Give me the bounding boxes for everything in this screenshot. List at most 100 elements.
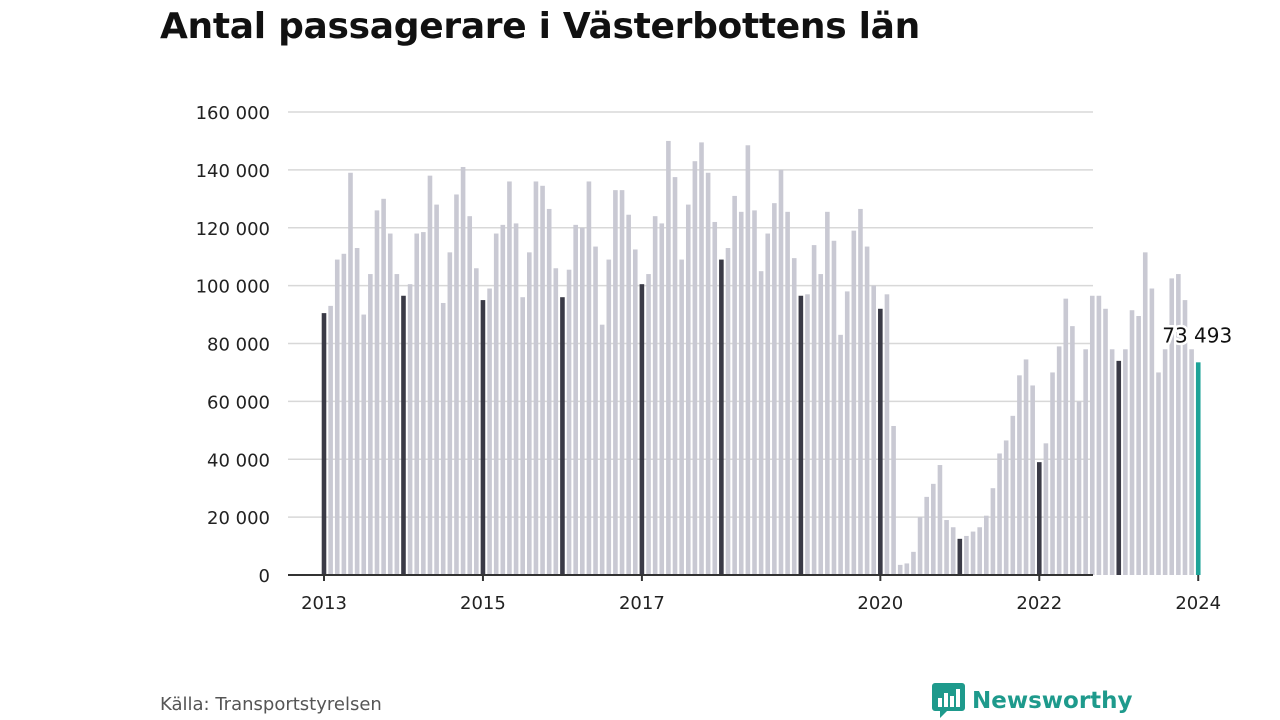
bar-2016-01 <box>560 297 565 575</box>
y-tick-label: 60 000 <box>207 392 270 413</box>
bar-2021-03 <box>970 531 976 575</box>
bar-2016-11 <box>626 214 631 576</box>
source-note: Källa: Transportstyrelsen <box>160 694 382 715</box>
bar-2015-10 <box>540 185 545 576</box>
bar-2017-07 <box>679 259 684 575</box>
bar-2019-03 <box>811 245 817 576</box>
x-tick-label: 2017 <box>619 593 665 614</box>
bar-2014-02 <box>407 284 413 575</box>
bar-2022-02 <box>1043 443 1049 575</box>
bar-2023-07 <box>1156 372 1161 575</box>
bar-2017-08 <box>685 204 691 575</box>
bar-2022-10 <box>1096 295 1102 575</box>
bar-2022-12 <box>1109 349 1115 575</box>
bar-2014-01 <box>401 295 406 575</box>
bar-2022-06 <box>1070 326 1075 575</box>
bar-chart: 0 20 000 40 000 60 000 80 000 100 000 120 000 1… <box>195 103 1233 614</box>
bar-2021-08 <box>1003 440 1009 575</box>
x-tick-label: 2020 <box>857 593 903 614</box>
bar-2018-01 <box>719 259 724 575</box>
bar-2020-08 <box>924 496 929 575</box>
bar-2023-10 <box>1176 274 1181 575</box>
bar-2023-03 <box>1129 310 1135 575</box>
bar-2018-03 <box>732 195 737 576</box>
bar-2016-08 <box>606 259 612 575</box>
bar-2014-04 <box>421 232 426 575</box>
bar-2020-04 <box>897 564 903 575</box>
bar-2013-10 <box>381 198 386 575</box>
bar-2020-02 <box>884 294 890 575</box>
bar-2015-11 <box>546 208 552 575</box>
x-axis: 2013 2015 2017 2020 2022 2024 <box>288 574 1221 614</box>
bar-2023-02 <box>1123 349 1128 575</box>
bar-2016-09 <box>613 190 618 575</box>
bar-2014-07 <box>440 302 446 575</box>
bar-2019-01 <box>798 295 804 575</box>
bar-2023-04 <box>1136 316 1141 575</box>
bar-2015-03 <box>493 233 499 576</box>
bar-2022-05 <box>1063 298 1069 575</box>
bar-2018-04 <box>738 211 744 575</box>
bar-2021-07 <box>997 453 1002 575</box>
bars <box>321 140 1201 576</box>
x-tick-label: 2022 <box>1016 593 1062 614</box>
bar-2019-04 <box>818 274 824 575</box>
bar-2017-04 <box>659 223 665 575</box>
bar-2023-05 <box>1142 252 1148 575</box>
bar-2020-01 <box>878 308 883 575</box>
y-tick-label: 20 000 <box>207 508 270 529</box>
bar-2015-02 <box>487 288 492 575</box>
bar-2023-01 <box>1116 360 1122 575</box>
bar-2014-11 <box>467 216 473 575</box>
bar-2019-10 <box>858 208 863 575</box>
y-axis-ticks: 0 20 000 40 000 60 000 80 000 100 000 120 000 1… <box>196 103 270 587</box>
bar-2022-04 <box>1056 346 1062 575</box>
bar-2021-05 <box>984 515 989 575</box>
bar-2016-12 <box>632 249 638 575</box>
x-tick-label: 2015 <box>460 593 506 614</box>
bar-2021-06 <box>990 488 996 575</box>
newsworthy-logo-icon <box>932 683 965 718</box>
bar-2013-06 <box>354 248 360 575</box>
bar-2013-12 <box>394 274 400 575</box>
bar-2015-06 <box>513 223 519 575</box>
brand-name: Newsworthy <box>972 687 1133 714</box>
bar-2022-07 <box>1076 401 1082 576</box>
y-tick-label: 160 000 <box>196 103 270 124</box>
data-label-latest: 73 493 <box>1162 323 1232 347</box>
bar-2016-06 <box>593 246 598 575</box>
bar-2018-10 <box>778 169 784 576</box>
chart-title: Antal passagerare i Västerbottens län <box>160 6 920 47</box>
bar-2021-10 <box>1017 375 1022 575</box>
bar-2020-12 <box>950 527 956 575</box>
bar-2017-09 <box>692 161 698 575</box>
bar-2020-03 <box>891 425 896 575</box>
bar-2016-04 <box>580 227 585 575</box>
bar-2020-09 <box>931 483 936 575</box>
bar-2013-04 <box>341 253 347 576</box>
bar-2020-07 <box>917 517 923 576</box>
x-tick-label: 2013 <box>301 593 347 614</box>
bar-2015-01 <box>480 300 486 575</box>
bar-2018-06 <box>752 210 757 575</box>
bar-2014-05 <box>427 175 433 575</box>
bar-2018-02 <box>725 248 731 575</box>
bar-2019-02 <box>805 294 810 575</box>
bar-2020-11 <box>944 520 949 575</box>
bar-2016-03 <box>573 224 578 576</box>
bar-2017-02 <box>646 274 651 575</box>
bar-2018-07 <box>758 271 764 575</box>
bar-2020-06 <box>911 551 916 575</box>
bar-2017-06 <box>672 177 678 576</box>
bar-2013-11 <box>387 233 393 576</box>
bar-2019-08 <box>844 291 850 575</box>
bar-2016-02 <box>566 269 572 575</box>
bar-2019-05 <box>825 211 830 575</box>
bar-2016-10 <box>619 190 625 575</box>
bar-2018-05 <box>745 145 751 575</box>
bar-2015-04 <box>500 224 506 576</box>
bar-2015-09 <box>533 181 539 575</box>
bar-2013-03 <box>334 259 340 575</box>
bar-2019-06 <box>831 240 837 575</box>
bar-2018-11 <box>785 211 790 575</box>
